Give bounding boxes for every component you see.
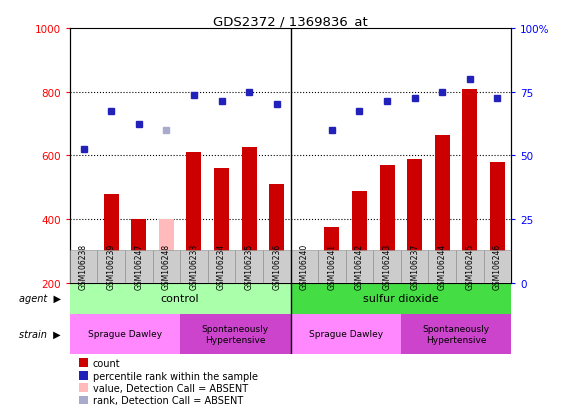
Text: GSM106247: GSM106247 [134,244,143,290]
Text: GSM106248: GSM106248 [162,244,171,290]
Bar [208,250,235,283]
Bar [429,250,456,283]
Text: control: control [161,294,199,304]
Bar [78,358,88,367]
Bar [462,89,478,283]
Text: GSM106238: GSM106238 [79,244,88,290]
Text: GSM106233: GSM106233 [189,244,198,290]
Text: GSM106243: GSM106243 [383,244,392,290]
Bar [379,166,394,283]
Bar [98,250,125,283]
Title: GDS2372 / 1369836_at: GDS2372 / 1369836_at [213,15,368,28]
Bar [374,250,401,283]
Bar [401,250,429,283]
Bar [103,194,119,283]
Text: GSM106237: GSM106237 [410,244,419,290]
Bar [70,250,98,283]
Text: GSM106236: GSM106236 [272,244,281,290]
Text: Sprague Dawley: Sprague Dawley [309,330,383,339]
Text: value, Detection Call = ABSENT: value, Detection Call = ABSENT [93,383,248,393]
Bar [435,135,450,283]
Text: GSM106241: GSM106241 [328,244,336,290]
Bar [152,250,180,283]
Text: sulfur dioxide: sulfur dioxide [363,294,439,304]
Text: GSM106240: GSM106240 [300,244,309,290]
Bar [401,314,511,354]
Text: GSM106245: GSM106245 [465,244,474,290]
Bar [159,220,174,283]
Bar [263,250,290,283]
Bar [352,191,367,283]
Bar [78,371,88,380]
Bar [346,250,374,283]
Bar [76,261,91,283]
Bar [187,153,202,283]
Bar [290,314,401,354]
Bar [456,250,484,283]
Bar [290,250,318,283]
Text: GSM106242: GSM106242 [355,244,364,290]
Bar [407,159,422,283]
Bar [297,282,312,283]
Text: GSM106246: GSM106246 [493,244,502,290]
Text: GSM106244: GSM106244 [438,244,447,290]
Bar [269,185,284,283]
Text: GSM106235: GSM106235 [245,244,253,290]
Bar [242,148,257,283]
Text: Sprague Dawley: Sprague Dawley [88,330,162,339]
Bar [78,396,88,404]
Text: GSM106234: GSM106234 [217,244,226,290]
Bar [78,383,88,392]
Bar [235,250,263,283]
Bar [70,314,180,354]
Text: count: count [93,358,120,368]
Bar [180,314,290,354]
Bar [324,228,339,283]
Text: Spontaneously
Hypertensive: Spontaneously Hypertensive [202,325,269,344]
Bar [214,169,229,283]
Bar [131,220,146,283]
Bar [490,162,505,283]
Bar [484,250,511,283]
Text: agent  ▶: agent ▶ [19,294,61,304]
Text: strain  ▶: strain ▶ [19,329,61,339]
Text: percentile rank within the sample: percentile rank within the sample [93,371,258,381]
Bar [125,250,152,283]
Bar [290,283,511,314]
Bar [70,283,290,314]
Text: Spontaneously
Hypertensive: Spontaneously Hypertensive [422,325,490,344]
Bar [318,250,346,283]
Text: GSM106239: GSM106239 [107,244,116,290]
Text: rank, Detection Call = ABSENT: rank, Detection Call = ABSENT [93,395,243,405]
Bar [180,250,208,283]
